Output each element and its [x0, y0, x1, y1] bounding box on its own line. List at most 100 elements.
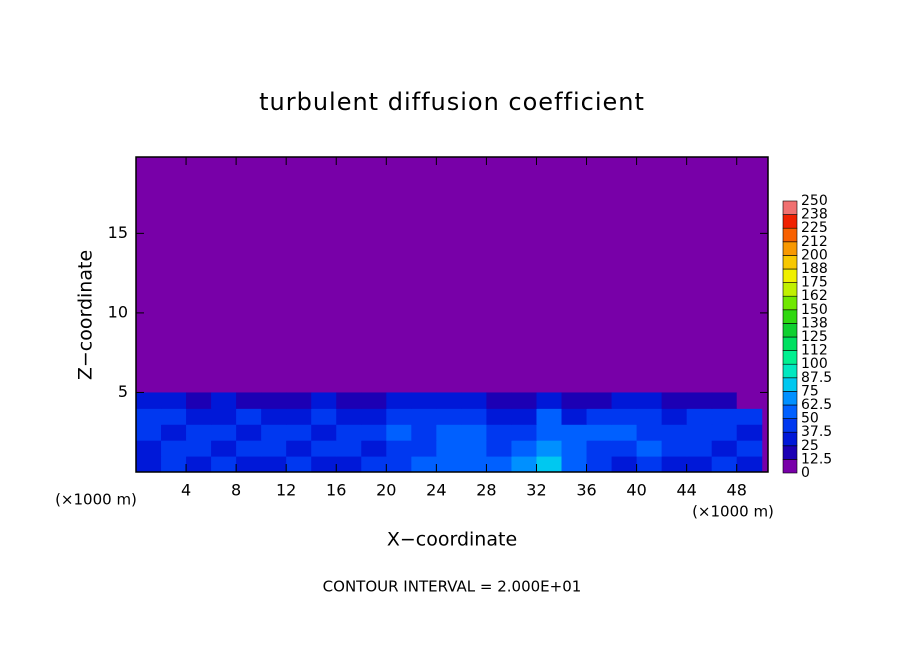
field-cell: [486, 456, 512, 473]
field-cell: [136, 424, 162, 441]
field-cell: [311, 392, 337, 409]
field-cell: [486, 408, 512, 425]
field-cell: [711, 440, 738, 457]
colorbar-band: [782, 268, 798, 283]
x-tick-label: 8: [231, 481, 241, 500]
x-tick-label: 40: [626, 481, 646, 500]
field-cell: [511, 408, 537, 425]
field-cell: [136, 392, 162, 409]
field-cell: [411, 424, 437, 441]
field-cell: [211, 392, 237, 409]
colorbar-label: 250: [801, 193, 828, 209]
field-cell: [736, 392, 763, 409]
field-cell: [461, 440, 487, 457]
colorbar-band: [782, 282, 798, 297]
field-cell: [561, 456, 588, 473]
field-cell: [511, 424, 537, 441]
colorbar-band: [782, 214, 798, 229]
colorbar-band: [782, 241, 798, 256]
field-cell: [311, 440, 337, 457]
field-cell: [386, 392, 412, 409]
plot-frame: [135, 156, 769, 473]
colorbar-band: [782, 431, 798, 447]
field-cell: [636, 440, 663, 457]
field-cell: [211, 424, 237, 441]
colorbar-label: 87.5: [801, 370, 832, 386]
field-cell: [661, 424, 688, 441]
field-cell: [236, 440, 262, 457]
colorbar-band: [782, 418, 798, 433]
colorbar-label: 75: [801, 383, 819, 399]
field-cell: [661, 392, 688, 409]
colorbar-band: [782, 323, 798, 338]
field-cell: [161, 440, 187, 457]
field-cell: [536, 408, 563, 425]
colorbar-label: 112: [801, 343, 828, 359]
field-cell: [161, 392, 187, 409]
colorbar-label: 200: [801, 247, 828, 263]
field-cell: [636, 408, 663, 425]
field-cell: [361, 424, 387, 441]
field-cell: [411, 440, 437, 457]
field-cell: [511, 440, 537, 457]
colorbar-label: 175: [801, 275, 828, 291]
field-cell: [611, 440, 638, 457]
x-tick-label: 32: [526, 481, 546, 500]
field-cell: [361, 440, 387, 457]
x-tick-label: 12: [276, 481, 296, 500]
colorbar-label: 125: [801, 329, 828, 345]
colorbar-band: [782, 363, 798, 379]
field-cell: [586, 392, 613, 409]
colorbar-label: 100: [801, 356, 828, 372]
colorbar-band: [782, 459, 798, 474]
field-cell: [386, 424, 412, 441]
field-cell: [736, 424, 763, 441]
field-cell: [436, 408, 462, 425]
field-cell: [436, 456, 462, 473]
x-unit-label: (×1000 m): [55, 491, 137, 509]
field-cell: [286, 424, 312, 441]
field-cell: [711, 456, 738, 473]
field-cell: [136, 408, 162, 425]
field-cell: [486, 424, 512, 441]
colorbar-band: [782, 309, 798, 324]
colorbar-label: 50: [801, 411, 819, 427]
field-cell: [386, 456, 412, 473]
field-cell: [661, 440, 688, 457]
field-cell: [536, 440, 563, 457]
field-cell: [686, 456, 713, 473]
field-cell: [161, 424, 187, 441]
field-cell: [186, 408, 212, 425]
field-cell: [436, 440, 462, 457]
field-cell: [411, 392, 437, 409]
field-cell: [261, 440, 287, 457]
field-cell: [186, 424, 212, 441]
field-cell: [261, 392, 287, 409]
field-cell: [661, 408, 688, 425]
field-cell: [161, 456, 187, 473]
field-cell: [161, 408, 187, 425]
field-cell: [461, 392, 487, 409]
field-cell: [436, 424, 462, 441]
field-cell: [236, 424, 262, 441]
field-cell: [736, 440, 763, 457]
x-tick-label: 20: [376, 481, 396, 500]
field-cell: [586, 456, 613, 473]
field-cell: [286, 456, 312, 473]
y-tick-label: 5: [118, 382, 128, 401]
field-cell: [686, 408, 713, 425]
field-cell: [561, 424, 588, 441]
colorbar-label: 162: [801, 288, 828, 304]
field-cell: [211, 456, 237, 473]
colorbar-band: [782, 336, 798, 351]
x-tick-label: 36: [576, 481, 596, 500]
x-tick-label: 24: [426, 481, 446, 500]
colorbar-band: [782, 227, 798, 243]
field-cell: [311, 408, 337, 425]
field-cell: [236, 392, 262, 409]
field-cell: [561, 392, 588, 409]
colorbar-band: [782, 445, 798, 460]
field-cell: [586, 440, 613, 457]
